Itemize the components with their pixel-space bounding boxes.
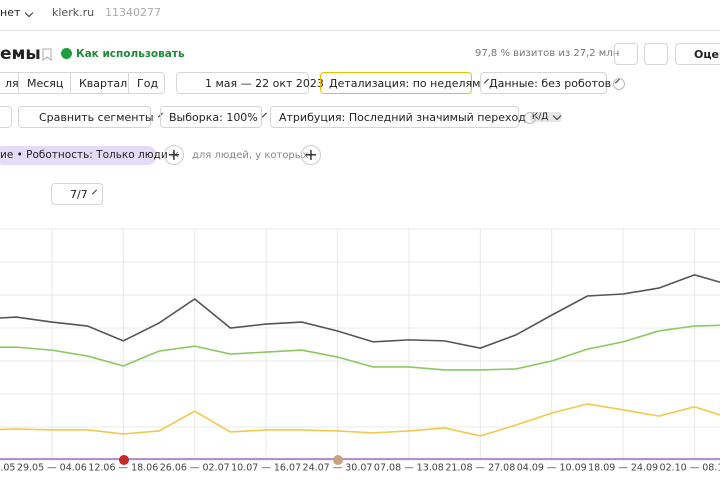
x-tick-label: 12.06 — 18.06: [88, 463, 158, 474]
x-tick-label: 15.05 — 21.05: [0, 463, 15, 474]
compare-select[interactable]: Сравнить сегменты: [18, 106, 154, 128]
period-button[interactable]: Месяц: [18, 72, 71, 94]
note-marker: [119, 455, 129, 465]
attribution-badge: К/Д: [529, 112, 563, 122]
x-tick-label: 24.07 — 30.07: [303, 463, 373, 474]
rate-button[interactable]: Оцен: [675, 43, 720, 65]
help-icon[interactable]: [524, 112, 536, 124]
x-tick-label: 10.07 — 16.07: [231, 463, 301, 474]
robots-select[interactable]: Данные: без роботов: [480, 72, 611, 94]
export-button[interactable]: [644, 43, 668, 65]
date-picker[interactable]: 1 мая — 22 окт 2023: [176, 72, 324, 94]
detail-select[interactable]: Детализация: по неделям: [320, 72, 480, 94]
history-button[interactable]: [614, 43, 638, 65]
segment-hint: для людей, у которых: [192, 150, 309, 161]
x-tick-label: 26.06 — 02.07: [160, 463, 230, 474]
x-tick-label: 21.08 — 27.08: [445, 463, 515, 474]
segment-chip[interactable]: ие • Роботность: Только люди ×: [0, 146, 180, 165]
add-button[interactable]: +: [164, 145, 184, 165]
series-line: [0, 403, 720, 437]
site[interactable]: klerk.ru: [52, 6, 95, 19]
x-tick-label: 04.09 — 10.09: [517, 463, 587, 474]
period-button[interactable]: ля: [0, 72, 19, 94]
sample-select[interactable]: Выборка: 100%: [160, 106, 262, 128]
notes-button[interactable]: 7/7: [51, 183, 103, 205]
x-tick-label: 29.05 — 04.06: [17, 463, 87, 474]
series-line: [0, 324, 720, 371]
help-icon: [61, 48, 72, 59]
x-tick-label: 02.10 — 08.10: [660, 463, 720, 474]
x-tick-label: 07.08 — 13.08: [374, 463, 444, 474]
period-button[interactable]: Квартал: [70, 72, 129, 94]
help-link[interactable]: Как использовать: [76, 48, 185, 60]
series-line: [0, 274, 720, 349]
bookmark-icon[interactable]: [42, 48, 52, 61]
back-button[interactable]: [0, 106, 12, 128]
attribution-select[interactable]: Атрибуция: Последний значимый переход К/Д: [270, 106, 563, 128]
attribution-label: Атрибуция: Последний значимый переход: [279, 110, 526, 124]
visits-stats: 97,8 % визитов из 27,2 млн: [475, 48, 620, 59]
add-button[interactable]: +: [301, 145, 321, 165]
x-tick-label: 18.09 — 24.09: [588, 463, 658, 474]
period-button[interactable]: Год: [128, 72, 165, 94]
divider: [0, 30, 720, 31]
segment-label: ие • Роботность: Только люди: [0, 149, 168, 161]
report-title: емы: [0, 44, 41, 64]
plot-area: [0, 229, 720, 460]
account[interactable]: нет: [0, 6, 32, 19]
help-icon[interactable]: [613, 78, 625, 90]
note-marker: [333, 455, 343, 465]
counter-id: 11340277: [105, 6, 161, 19]
